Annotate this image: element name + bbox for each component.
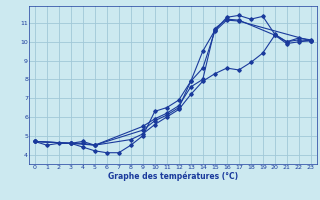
X-axis label: Graphe des températures (°C): Graphe des températures (°C) <box>108 171 238 181</box>
